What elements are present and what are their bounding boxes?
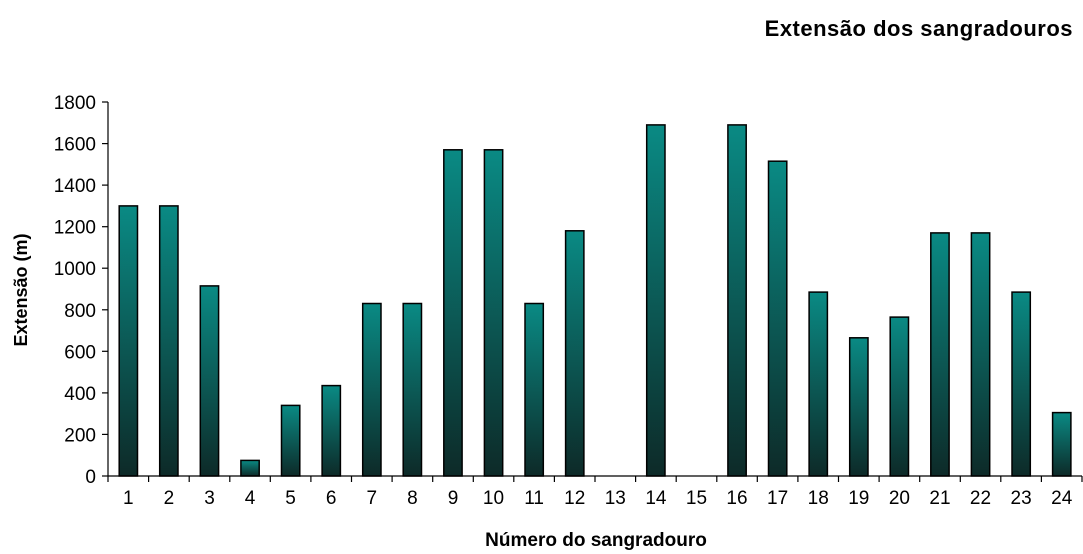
- bar-17: [767, 160, 788, 477]
- x-tick-label-12: 12: [564, 488, 585, 509]
- x-tick-label-10: 10: [483, 488, 504, 509]
- y-tick-label-1200: 1200: [54, 218, 96, 239]
- y-axis-label: Extensão (m): [11, 233, 31, 346]
- bar-24: [1051, 411, 1072, 477]
- bar-3: [199, 285, 220, 477]
- x-tick-label-19: 19: [848, 488, 869, 509]
- bar-16: [727, 124, 747, 477]
- bar-5: [280, 404, 301, 477]
- y-tick-label-1400: 1400: [54, 176, 96, 197]
- bar-11: [524, 302, 545, 477]
- bar-12: [564, 230, 585, 477]
- bar-22: [970, 232, 991, 477]
- bar-20: [889, 316, 910, 477]
- x-tick-label-24: 24: [1051, 488, 1073, 509]
- bar-6: [321, 384, 342, 477]
- x-tick-label-6: 6: [326, 488, 337, 509]
- y-tick-label-600: 600: [64, 342, 96, 363]
- x-tick-label-1: 1: [123, 488, 134, 509]
- y-tick-label-1600: 1600: [54, 135, 96, 156]
- bar-4: [240, 459, 260, 477]
- y-tick-label-1000: 1000: [54, 259, 96, 280]
- bar-19: [848, 337, 869, 477]
- x-tick-label-18: 18: [808, 488, 829, 509]
- x-tick-label-7: 7: [367, 488, 378, 509]
- x-tick-label-16: 16: [726, 488, 747, 509]
- x-tick-label-8: 8: [407, 488, 418, 509]
- y-tick-label-400: 400: [64, 384, 96, 405]
- bar-8: [402, 302, 423, 477]
- bar-9: [443, 149, 463, 477]
- x-tick-label-20: 20: [889, 488, 910, 509]
- y-tick-label-0: 0: [85, 467, 96, 488]
- x-tick-label-2: 2: [164, 488, 175, 509]
- x-tick-label-15: 15: [686, 488, 707, 509]
- bar-7: [361, 302, 382, 477]
- y-tick-label-200: 200: [64, 425, 96, 446]
- x-tick-label-5: 5: [285, 488, 296, 509]
- bar-10: [483, 149, 504, 477]
- y-tick-label-1800: 1800: [54, 93, 96, 114]
- y-axis: 0 200 400 600 800 1000 1200 1400 1600 1800: [54, 93, 109, 488]
- x-tick-label-17: 17: [767, 488, 788, 509]
- x-tick-label-14: 14: [645, 488, 667, 509]
- x-axis-label: Número do sangradouro: [485, 530, 707, 551]
- x-tick-label-3: 3: [204, 488, 215, 509]
- bar-1: [118, 205, 139, 477]
- x-axis: 1 2 3 4 5 6 7 8 9 10 11 12 13 14 15 16 17 18 19 20 21 22 23 24: [107, 475, 1083, 509]
- chart-title: Extensão dos sangradouros: [764, 16, 1073, 41]
- y-tick-label-800: 800: [64, 301, 96, 322]
- bar-23: [1011, 291, 1032, 477]
- bar-2: [158, 205, 179, 477]
- bar-18: [808, 291, 829, 477]
- bar-14: [645, 124, 666, 477]
- bar-21: [930, 232, 950, 477]
- x-tick-label-21: 21: [929, 488, 950, 509]
- x-tick-label-11: 11: [524, 488, 544, 509]
- x-tick-label-4: 4: [245, 488, 256, 509]
- x-tick-label-9: 9: [448, 488, 459, 509]
- x-tick-label-13: 13: [605, 488, 626, 509]
- x-tick-label-22: 22: [970, 488, 991, 509]
- bars-group: [118, 124, 1072, 477]
- x-tick-label-23: 23: [1011, 488, 1032, 509]
